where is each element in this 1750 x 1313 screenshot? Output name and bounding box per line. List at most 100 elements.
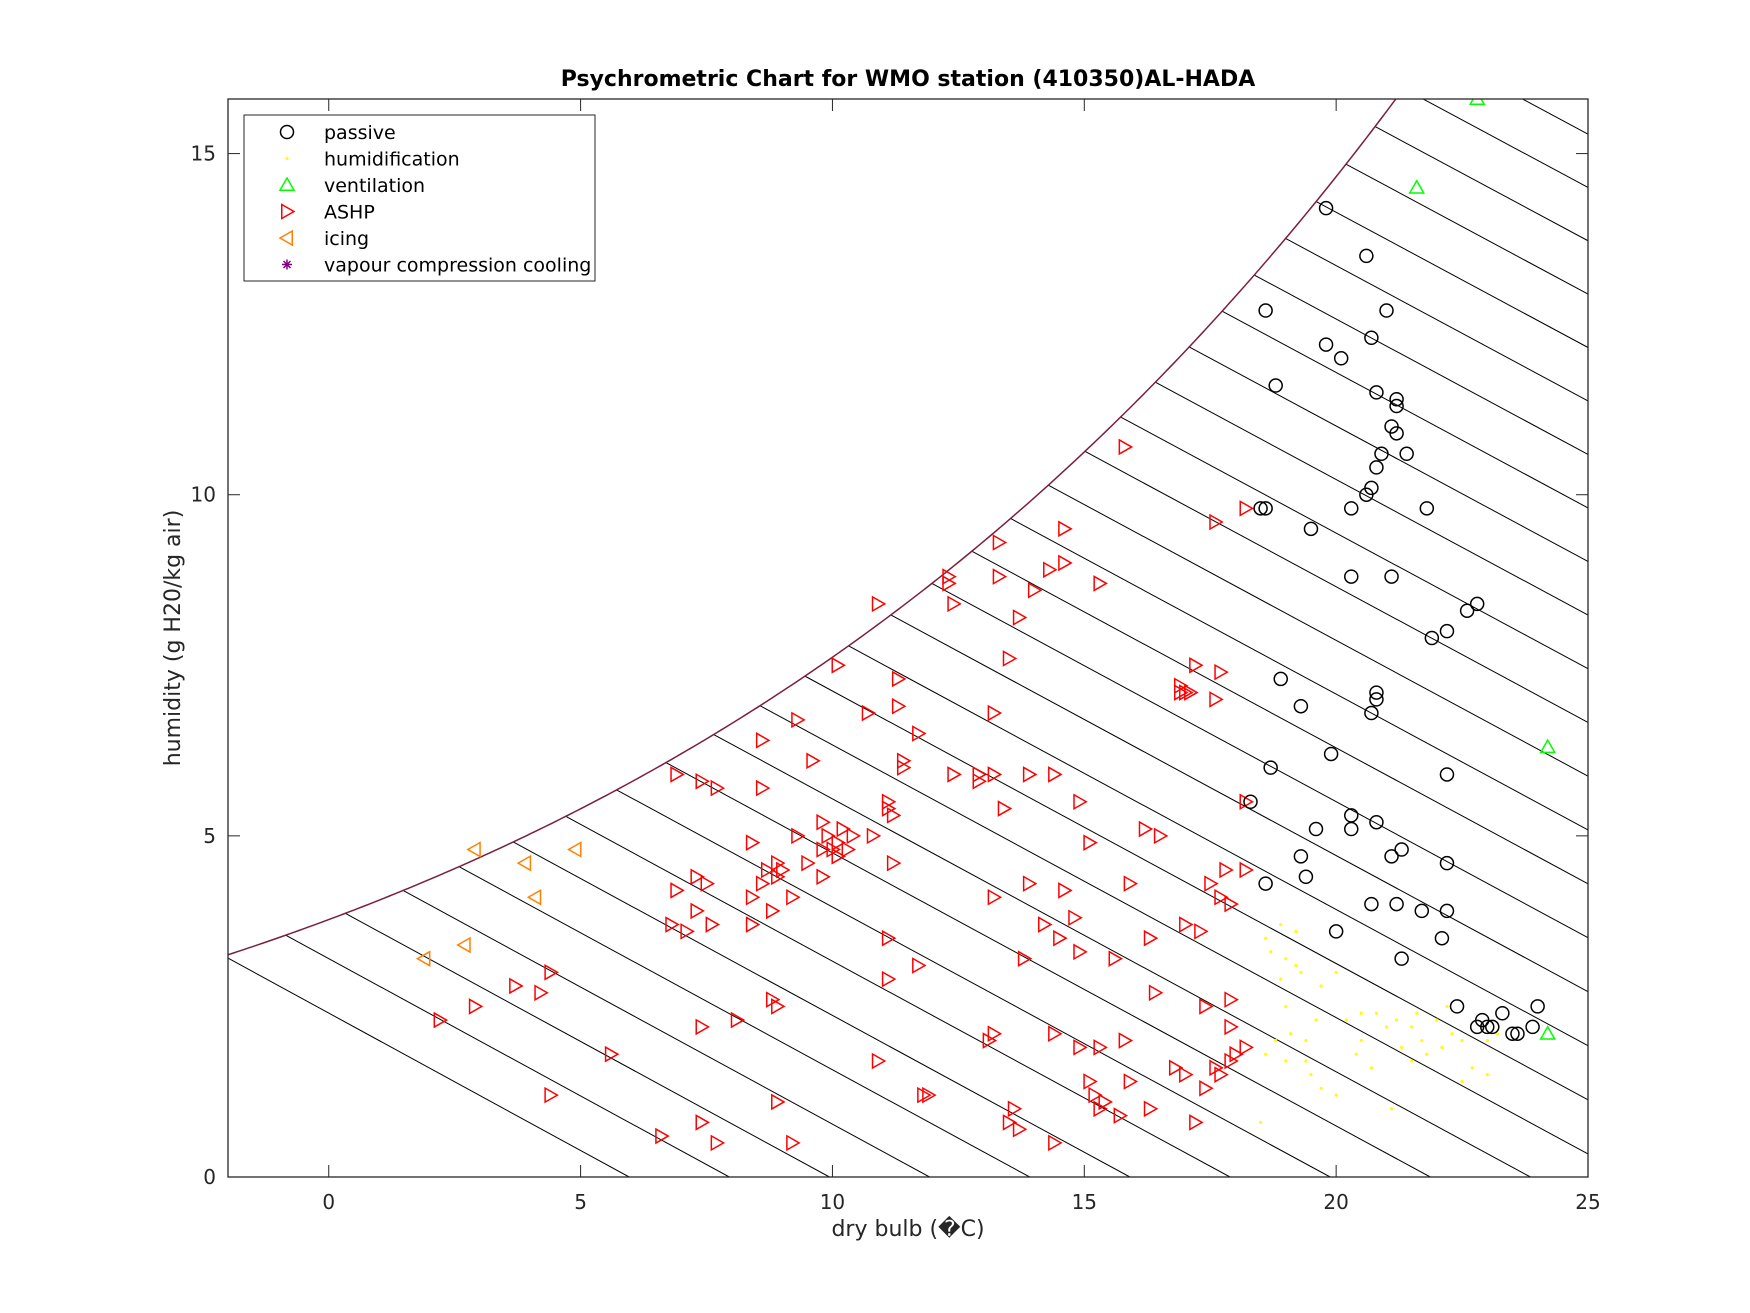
data-point xyxy=(1399,446,1414,462)
legend-marker xyxy=(285,156,289,161)
data-point xyxy=(1189,1114,1204,1131)
legend-entry: passive xyxy=(279,122,396,144)
data-point xyxy=(760,861,776,879)
data-point xyxy=(1007,1100,1023,1118)
data-point xyxy=(1299,970,1303,974)
data-point xyxy=(1374,446,1389,462)
data-point xyxy=(997,800,1013,817)
data-point xyxy=(1058,882,1073,899)
data-point xyxy=(801,854,816,872)
data-point xyxy=(1284,1004,1288,1009)
data-point xyxy=(1359,1038,1363,1043)
data-point xyxy=(912,725,927,742)
data-point xyxy=(1118,438,1134,456)
y-axis-label: humidity (g H20/kg air) xyxy=(161,510,186,767)
legend-label: icing xyxy=(324,228,369,250)
enthalpy-line xyxy=(1188,346,1588,563)
data-point xyxy=(755,875,771,892)
enthalpy-line xyxy=(565,815,1231,1177)
data-point xyxy=(1224,1018,1239,1036)
data-point xyxy=(695,1114,710,1131)
data-point xyxy=(1214,888,1229,906)
data-point xyxy=(1384,1025,1389,1029)
data-point xyxy=(755,779,771,797)
data-point xyxy=(987,1025,1003,1043)
data-point xyxy=(1389,398,1404,414)
enthalpy-line xyxy=(616,789,1331,1177)
data-point xyxy=(1058,520,1073,538)
data-point xyxy=(771,1093,786,1111)
data-point xyxy=(1269,950,1273,954)
data-point xyxy=(433,1011,449,1029)
data-point xyxy=(1239,861,1254,879)
data-point xyxy=(1017,950,1033,967)
y-tick-label: 10 xyxy=(191,483,216,507)
data-point xyxy=(1199,998,1214,1015)
data-point xyxy=(1450,1032,1454,1036)
legend-label: vapour compression cooling xyxy=(324,255,591,277)
data-point xyxy=(1394,842,1409,857)
series-ashp xyxy=(433,438,1254,1152)
data-point xyxy=(604,1045,620,1063)
x-tick-label: 25 xyxy=(1575,1190,1600,1214)
data-point xyxy=(544,1086,559,1104)
data-point xyxy=(544,964,559,981)
data-point xyxy=(1073,793,1088,811)
data-point xyxy=(695,1018,710,1036)
legend-label: ventilation xyxy=(324,175,425,197)
enthalpy-line xyxy=(1285,238,1588,402)
legend-entries: passive humidification ventilation ASHP icin… xyxy=(278,122,591,277)
data-point xyxy=(896,759,912,776)
data-point xyxy=(1284,1059,1288,1063)
data-point xyxy=(1224,991,1239,1008)
data-point xyxy=(1098,1093,1113,1111)
data-point xyxy=(1293,698,1309,714)
data-point xyxy=(1384,849,1399,864)
data-point xyxy=(1400,1045,1404,1049)
data-point xyxy=(745,888,761,906)
data-point xyxy=(1304,1059,1308,1063)
data-point xyxy=(891,670,907,688)
legend-entry: ventilation xyxy=(278,175,425,197)
data-point xyxy=(1419,501,1435,516)
legend: passive humidification ventilation ASHP icin… xyxy=(243,114,596,282)
data-point xyxy=(1279,922,1283,927)
enthalpy-line xyxy=(890,614,1588,993)
data-point xyxy=(670,882,685,899)
data-point xyxy=(1374,1011,1379,1015)
data-point xyxy=(891,697,907,715)
y-tick-label: 15 xyxy=(191,142,216,166)
data-point xyxy=(1113,1107,1129,1124)
legend-marker xyxy=(282,259,292,270)
data-point xyxy=(1369,460,1384,475)
data-point xyxy=(1258,876,1273,891)
data-point xyxy=(1364,896,1379,912)
plot-frame xyxy=(227,98,1589,1178)
data-point xyxy=(992,534,1008,551)
enthalpy-line xyxy=(848,645,1588,1047)
data-point xyxy=(567,841,582,858)
data-point xyxy=(1184,684,1199,701)
data-point xyxy=(1505,1026,1520,1041)
data-point xyxy=(1243,794,1258,809)
data-point xyxy=(1219,861,1234,879)
data-point xyxy=(710,779,726,797)
data-point xyxy=(1179,684,1194,701)
data-point xyxy=(1539,738,1556,754)
data-point xyxy=(1319,1086,1323,1090)
data-point xyxy=(1319,984,1323,988)
data-point xyxy=(1053,929,1068,947)
data-point xyxy=(1224,1052,1239,1070)
enthalpy-line xyxy=(931,582,1588,939)
data-point xyxy=(866,827,882,845)
data-point xyxy=(1209,1059,1224,1077)
data-point xyxy=(1179,916,1194,933)
data-point xyxy=(1199,1080,1214,1097)
data-point xyxy=(1369,1066,1374,1070)
data-point xyxy=(831,848,846,865)
data-point xyxy=(1284,957,1288,961)
data-point xyxy=(766,991,781,1008)
enthalpy-line xyxy=(1254,274,1588,455)
x-tick-label: 15 xyxy=(1072,1190,1097,1214)
